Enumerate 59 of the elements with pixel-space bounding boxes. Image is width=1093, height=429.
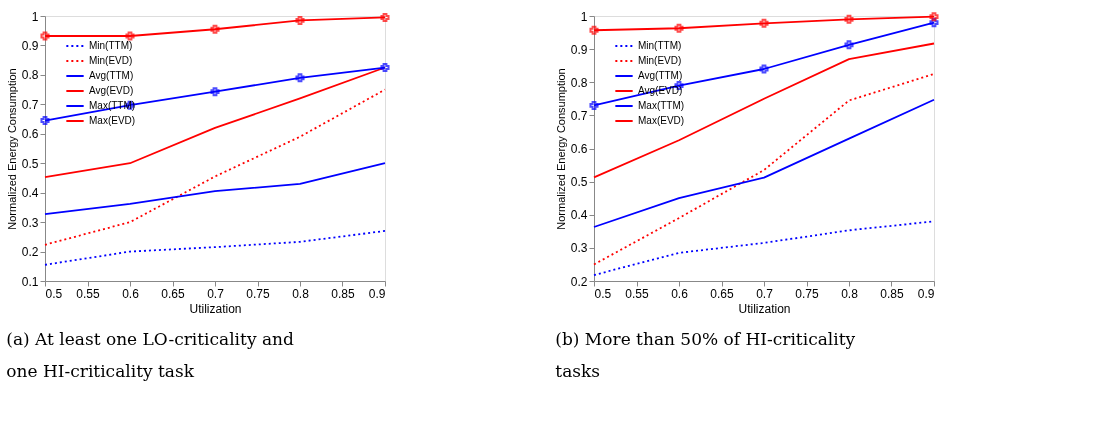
x-tick-label: 0.7 — [756, 286, 774, 301]
legend-label: Min(TTM) — [89, 40, 133, 51]
x-axis-title: Utilization — [738, 301, 791, 316]
y-tick-label: 0.6 — [21, 127, 39, 142]
legend-label: Max(TTM) — [638, 100, 685, 111]
x-tick-label: 0.85 — [880, 286, 904, 301]
x-tick-label: 0.6 — [671, 286, 689, 301]
x-tick-label: 0.9 — [917, 286, 935, 301]
line-series — [593, 42, 935, 179]
x-tick-label: 0.75 — [246, 286, 270, 301]
y-tick-label: 0.7 — [21, 97, 39, 112]
y-tick-label: 1 — [31, 9, 39, 24]
x-axis-title: Utilization — [189, 301, 242, 316]
legend-label: Min(TTM) — [638, 40, 682, 51]
y-tick-label: 0.2 — [570, 274, 588, 289]
y-axis-title: Normalized Energy Consumption — [554, 68, 567, 230]
x-tick-label: 0.5 — [594, 286, 612, 301]
x-tick-label: 0.85 — [331, 286, 355, 301]
x-tick-label: 0.75 — [795, 286, 819, 301]
legend-label: Avg(TTM) — [638, 70, 683, 81]
x-tick-label: 0.9 — [368, 286, 386, 301]
x-tick-label: 0.5 — [45, 286, 63, 301]
x-tick-label: 0.8 — [841, 286, 859, 301]
x-tick-label: 0.55 — [76, 286, 100, 301]
legend-label: Avg(TTM) — [89, 70, 134, 81]
y-tick-label: 0.9 — [570, 42, 588, 57]
x-tick-label: 0.6 — [122, 286, 140, 301]
legend-label: Avg(EVD) — [89, 85, 134, 96]
y-tick-label: 0.4 — [570, 208, 588, 223]
y-tick-label: 0.9 — [21, 38, 39, 53]
y-tick-label: 0.7 — [570, 108, 588, 123]
y-tick-label: 0.5 — [21, 156, 39, 171]
line-series — [593, 73, 935, 266]
y-tick-label: 0.4 — [21, 186, 39, 201]
y-axis-title: Normalized Energy Consumption — [5, 68, 18, 230]
y-tick-label: 0.8 — [21, 68, 39, 83]
text: (b) More than 50% of HI-criticality tasks — [555, 329, 856, 381]
y-tick-label: 0.3 — [570, 241, 588, 256]
line-series — [44, 230, 386, 266]
legend-label: Max(EVD) — [89, 115, 136, 126]
line-series — [593, 98, 935, 228]
x-tick-label: 0.55 — [625, 286, 649, 301]
legend-label: Max(EVD) — [638, 115, 685, 126]
x-tick-label: 0.8 — [292, 286, 310, 301]
y-tick-label: 0.1 — [21, 274, 39, 289]
y-tick-label: 0.3 — [21, 215, 39, 230]
y-tick-label: 0.6 — [570, 142, 588, 156]
y-tick-label: 0.5 — [570, 175, 588, 190]
y-tick-label: 0.8 — [570, 75, 588, 90]
text: (a) At least one LO-criticality and one HI-criticality task — [6, 329, 294, 381]
x-tick-label: 0.65 — [710, 286, 734, 301]
y-tick-label: 1 — [580, 9, 588, 24]
line-series — [44, 162, 386, 216]
x-tick-label: 0.7 — [207, 286, 225, 301]
y-tick-label: 0.2 — [21, 245, 39, 260]
x-tick-label: 0.65 — [161, 286, 185, 301]
legend-label: Min(EVD) — [638, 55, 682, 66]
line-series — [44, 88, 386, 246]
legend-label: Min(EVD) — [89, 55, 133, 66]
